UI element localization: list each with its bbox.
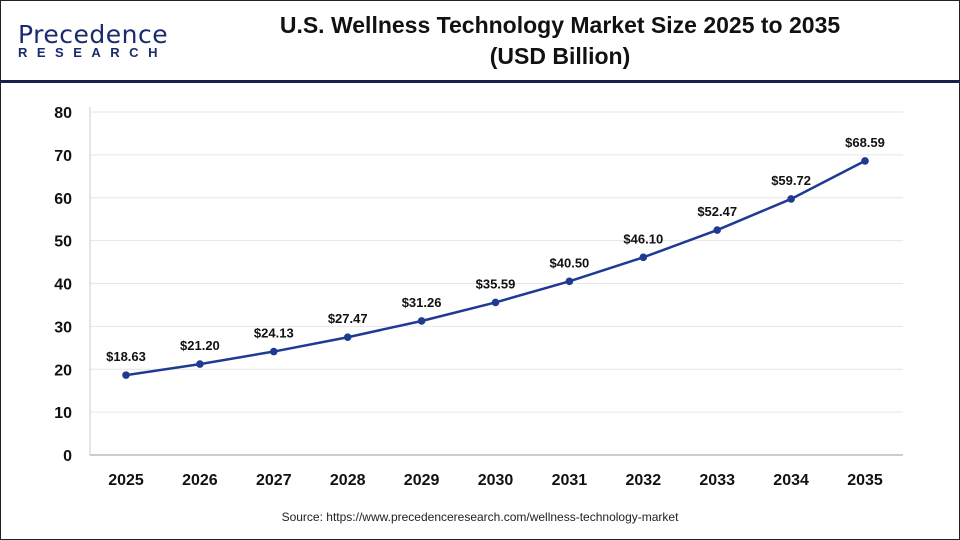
data-label: $27.47 [328,311,368,326]
y-tick-label: 0 [63,448,72,465]
data-label: $52.47 [697,204,737,219]
y-tick-label: 20 [54,362,72,379]
title-line-1: U.S. Wellness Technology Market Size 202… [279,12,841,38]
x-tick-label: 2027 [256,472,292,489]
chart-title: U.S. Wellness Technology Market Size 202… [210,10,910,72]
y-tick-label: 80 [54,105,72,122]
data-point [713,226,721,234]
y-tick-label: 40 [54,277,72,294]
data-label: $40.50 [550,255,590,270]
data-label: $18.63 [106,349,146,364]
data-label: $46.10 [623,231,663,246]
x-tick-label: 2033 [699,472,735,489]
y-tick-label: 60 [54,191,72,208]
x-tick-label: 2032 [626,472,662,489]
data-label: $59.72 [771,173,811,188]
title-line-2: (USD Billion) [489,43,631,69]
x-tick-label: 2035 [847,472,883,489]
source-text: Source: https://www.precedenceresearch.c… [281,510,679,524]
x-tick-label: 2028 [330,472,366,489]
logo-main-text: Precedence [18,20,169,49]
y-tick-label: 30 [54,319,72,336]
x-tick-label: 2030 [478,472,514,489]
header: Precedence RESEARCH U.S. Wellness Techno… [0,0,960,83]
data-point [270,347,278,356]
precedence-research-logo: Precedence RESEARCH [18,20,168,60]
data-point [122,371,130,379]
x-tick-label: 2025 [108,472,144,489]
y-tick-label: 70 [54,148,72,165]
x-tick-label: 2029 [404,472,440,489]
data-label: $35.59 [476,276,516,291]
data-label: $21.20 [180,338,220,353]
x-tick-label: 2026 [182,472,218,489]
series-line [125,159,866,377]
data-point [787,195,795,203]
data-label: $68.59 [845,135,885,150]
data-point [565,277,574,286]
y-tick-label: 50 [54,234,72,251]
x-tick-label: 2034 [773,472,809,489]
data-label: $31.26 [402,295,442,310]
data-point [491,298,500,307]
data-point [343,333,352,342]
y-tick-label: 10 [54,405,72,422]
data-label: $24.13 [254,326,294,341]
data-point [861,157,869,165]
data-point [639,253,648,262]
data-point [417,317,426,325]
data-point [196,360,204,368]
logo-sub-text: RESEARCH [18,45,167,60]
x-tick-label: 2031 [552,472,588,489]
